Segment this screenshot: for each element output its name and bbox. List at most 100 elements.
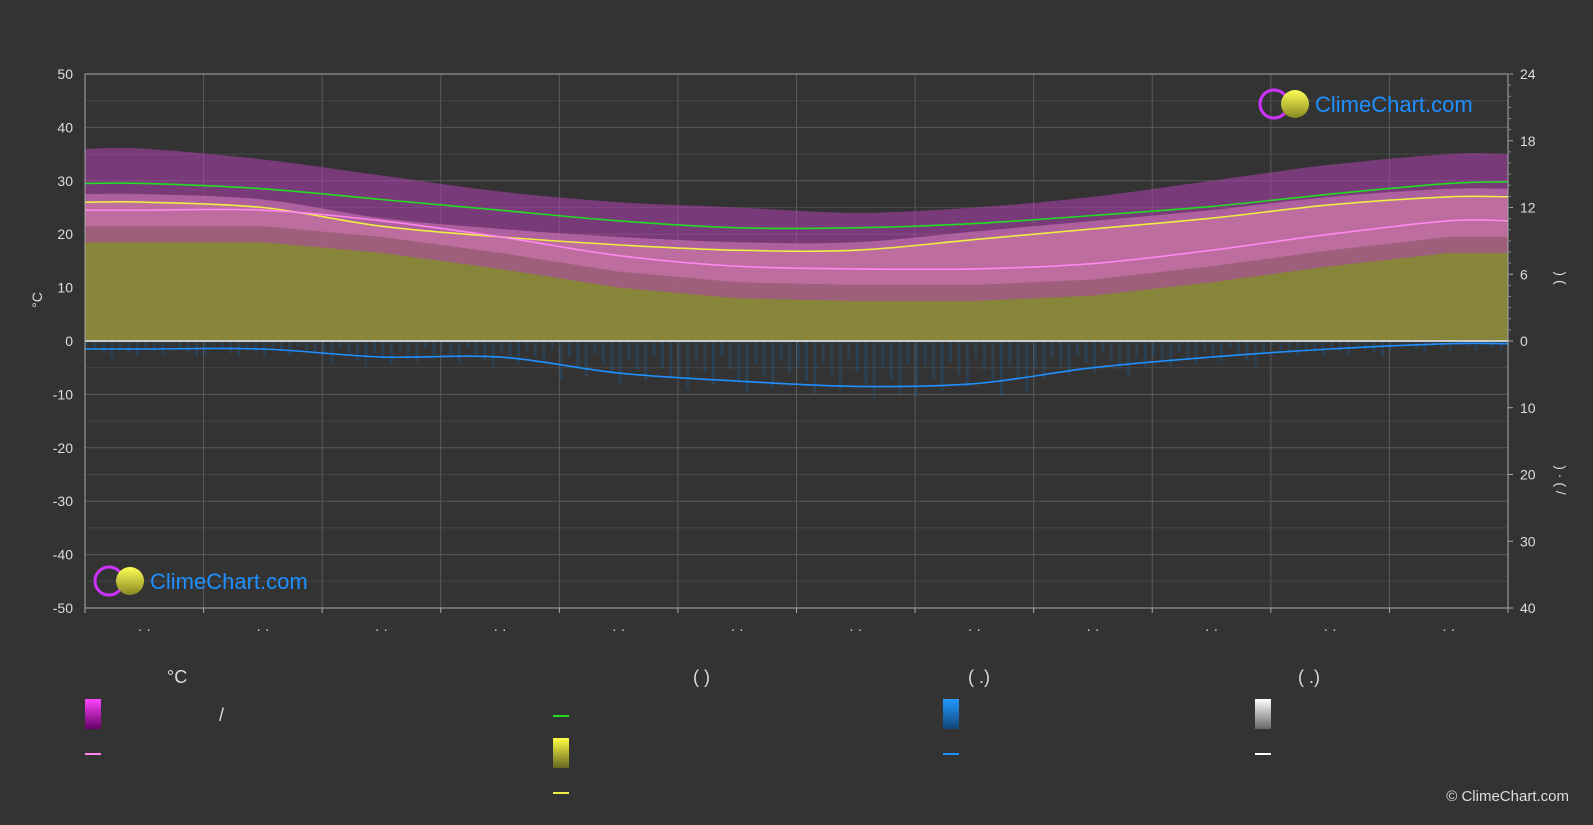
rain-bar xyxy=(1313,341,1317,353)
left-tick-label: -10 xyxy=(53,386,73,402)
rain-bar xyxy=(330,341,334,363)
x-tick-label: · · xyxy=(1324,621,1337,637)
rain-bar xyxy=(406,341,410,357)
logo-text: ClimeChart.com xyxy=(1315,92,1473,117)
rain-bar xyxy=(1092,341,1096,373)
rain-bar xyxy=(703,341,707,373)
rain-bar xyxy=(940,341,944,392)
rain-bar xyxy=(415,341,419,363)
rain-bar xyxy=(1474,341,1478,351)
right-tick-label-bottom: 30 xyxy=(1520,533,1536,549)
x-tick-label: · · xyxy=(493,621,506,637)
left-tick-label: -40 xyxy=(53,547,73,563)
rain-bar xyxy=(584,341,588,378)
rain-bar xyxy=(1397,341,1401,345)
rain-bar xyxy=(898,341,902,395)
rain-bar xyxy=(525,341,529,351)
rain-bar xyxy=(271,341,275,348)
rain-bar xyxy=(1448,341,1452,351)
rain-bar xyxy=(754,341,758,365)
left-tick-label: 30 xyxy=(57,173,73,189)
rain-bar xyxy=(85,341,88,347)
rain-bar xyxy=(1262,341,1266,353)
legend-header-snow: ( .) xyxy=(1298,667,1320,687)
rain-bar xyxy=(1135,341,1139,359)
rain-bar xyxy=(686,341,690,389)
legend-header-temperature: °C xyxy=(167,667,187,687)
rain-bar xyxy=(694,341,698,361)
temperature-avg-band xyxy=(85,188,1508,285)
rain-bar xyxy=(881,341,885,368)
rain-bar xyxy=(1143,341,1147,367)
rain-bar xyxy=(1499,341,1503,350)
rain-bar xyxy=(228,341,232,354)
rain-bar xyxy=(533,341,537,357)
left-tick-label: -50 xyxy=(53,600,73,616)
rain-bar xyxy=(1118,341,1122,370)
right-axis-bottom-label: ) · ( / xyxy=(1553,465,1569,495)
x-tick-label: · · xyxy=(138,621,151,637)
rain-bar xyxy=(1067,341,1071,376)
x-tick-label: · · xyxy=(256,621,269,637)
rain-bar xyxy=(728,341,732,369)
rain-bar xyxy=(313,341,317,354)
rain-bar xyxy=(804,341,808,381)
copyright: © ClimeChart.com xyxy=(1446,788,1569,805)
rain-bar xyxy=(457,341,461,363)
rain-bar xyxy=(1296,341,1300,358)
rain-bar xyxy=(788,341,792,373)
rain-bar xyxy=(923,341,927,367)
series-line-3 xyxy=(85,342,1508,388)
rain-bar xyxy=(737,341,741,381)
left-tick-label: 10 xyxy=(57,280,73,296)
x-tick-label: · · xyxy=(1205,621,1218,637)
rain-bar xyxy=(1364,341,1368,350)
rain-bar xyxy=(550,341,554,349)
rain-bar xyxy=(1304,341,1308,349)
right-tick-label-bottom: 10 xyxy=(1520,400,1536,416)
rain-bar xyxy=(1228,341,1232,349)
rain-bar xyxy=(101,341,105,354)
rain-bar xyxy=(1084,341,1088,364)
left-tick-label: 40 xyxy=(57,119,73,135)
x-tick-label: · · xyxy=(968,621,981,637)
rain-bar xyxy=(169,341,173,347)
rain-bar xyxy=(449,341,453,357)
right-tick-label-top: 0 xyxy=(1520,333,1528,349)
legend-swatch-sunshine xyxy=(553,738,569,768)
rain-bar xyxy=(322,341,326,357)
rain-bar xyxy=(1440,341,1444,349)
rain-bar xyxy=(1016,341,1020,379)
rain-bar xyxy=(1338,341,1342,352)
rain-bar xyxy=(720,341,724,357)
rain-bar xyxy=(279,341,283,352)
rain-bar xyxy=(1236,341,1240,355)
rain-bar xyxy=(1025,341,1029,392)
rain-bar xyxy=(932,341,936,379)
rain-bar xyxy=(508,341,512,359)
rain-bar xyxy=(398,341,402,351)
x-tick-label: · · xyxy=(1086,621,1099,637)
rain-bar xyxy=(644,341,648,381)
logo-sun-icon xyxy=(1281,90,1309,118)
rain-bar xyxy=(152,341,156,352)
rain-bar xyxy=(212,341,216,347)
x-axis-ticks: · · · · · · · · · · · · · · · · · · · · · · · · xyxy=(84,608,1509,637)
rain-bar xyxy=(1194,341,1198,365)
right-tick-label-top: 12 xyxy=(1520,200,1536,216)
rain-bar xyxy=(906,341,910,364)
rain-bar xyxy=(1203,341,1207,351)
rain-bar xyxy=(466,341,470,349)
rain-bar xyxy=(576,341,580,368)
rain-bar xyxy=(483,341,487,361)
rain-bar xyxy=(491,341,495,367)
rain-bar xyxy=(813,341,817,395)
right-axis-top-label: ) ( xyxy=(1553,271,1569,285)
rain-bar xyxy=(965,341,969,388)
legend-swatch-rain xyxy=(943,699,959,729)
rain-bar xyxy=(593,341,597,355)
rain-bar xyxy=(432,341,436,355)
rain-bar xyxy=(847,341,851,359)
left-tick-label: -30 xyxy=(53,493,73,509)
rain-bar xyxy=(1050,341,1054,359)
